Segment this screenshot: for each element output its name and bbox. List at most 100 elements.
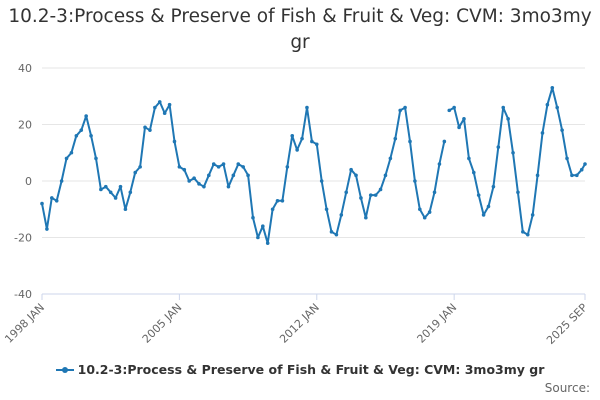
- data-point[interactable]: [329, 230, 334, 234]
- data-point[interactable]: [373, 193, 378, 197]
- data-point[interactable]: [54, 198, 59, 203]
- data-point[interactable]: [408, 139, 412, 144]
- data-point[interactable]: [211, 162, 216, 166]
- data-point[interactable]: [506, 117, 510, 121]
- data-point[interactable]: [99, 187, 103, 192]
- data-point[interactable]: [295, 148, 299, 152]
- legend[interactable]: 10.2-3:Process & Preserve of Fish & Frui…: [0, 362, 600, 379]
- data-point[interactable]: [447, 108, 452, 113]
- data-point[interactable]: [59, 179, 64, 183]
- data-point[interactable]: [525, 232, 530, 237]
- data-point[interactable]: [50, 196, 54, 200]
- data-point[interactable]: [383, 173, 388, 178]
- data-point[interactable]: [103, 184, 108, 189]
- data-point[interactable]: [113, 196, 118, 200]
- data-point[interactable]: [108, 190, 113, 195]
- data-point[interactable]: [413, 179, 417, 183]
- data-point[interactable]: [182, 167, 187, 172]
- data-point[interactable]: [69, 150, 74, 155]
- data-point[interactable]: [251, 215, 255, 220]
- data-point[interactable]: [246, 173, 250, 178]
- data-point[interactable]: [187, 179, 191, 183]
- data-point[interactable]: [344, 190, 349, 195]
- data-point[interactable]: [79, 128, 84, 132]
- data-point[interactable]: [177, 165, 182, 169]
- data-point[interactable]: [570, 173, 574, 178]
- data-point[interactable]: [143, 125, 147, 130]
- data-point[interactable]: [270, 207, 275, 212]
- data-point[interactable]: [496, 145, 501, 149]
- data-point[interactable]: [197, 182, 201, 186]
- data-point[interactable]: [324, 207, 329, 212]
- data-point[interactable]: [462, 117, 466, 121]
- data-point[interactable]: [74, 134, 79, 138]
- data-point[interactable]: [148, 128, 152, 132]
- data-point[interactable]: [521, 230, 525, 234]
- data-point[interactable]: [221, 162, 226, 166]
- data-point[interactable]: [133, 170, 138, 175]
- data-point[interactable]: [40, 201, 44, 206]
- data-point[interactable]: [422, 215, 427, 220]
- data-point[interactable]: [45, 227, 49, 231]
- data-point[interactable]: [354, 173, 358, 178]
- data-point[interactable]: [305, 105, 309, 110]
- data-point[interactable]: [545, 102, 550, 107]
- data-point[interactable]: [138, 165, 142, 169]
- data-point[interactable]: [481, 213, 486, 217]
- data-point[interactable]: [275, 198, 280, 203]
- data-point[interactable]: [393, 136, 398, 141]
- data-point[interactable]: [575, 173, 579, 178]
- data-point[interactable]: [265, 241, 270, 245]
- data-point[interactable]: [501, 105, 506, 110]
- data-point[interactable]: [471, 170, 476, 175]
- data-point[interactable]: [172, 139, 177, 144]
- data-point[interactable]: [457, 125, 461, 130]
- data-point[interactable]: [256, 235, 260, 240]
- data-point[interactable]: [192, 176, 196, 180]
- data-point[interactable]: [94, 156, 98, 161]
- data-point[interactable]: [452, 105, 456, 110]
- data-point[interactable]: [579, 167, 584, 172]
- data-point[interactable]: [516, 190, 520, 195]
- data-point[interactable]: [339, 213, 344, 217]
- data-point[interactable]: [368, 193, 373, 197]
- data-point[interactable]: [128, 190, 133, 195]
- data-point[interactable]: [226, 184, 231, 189]
- data-point[interactable]: [310, 139, 314, 144]
- data-point[interactable]: [364, 215, 368, 220]
- data-point[interactable]: [162, 111, 167, 115]
- data-point[interactable]: [550, 85, 555, 90]
- data-point[interactable]: [167, 102, 172, 107]
- data-point[interactable]: [241, 165, 245, 169]
- data-point[interactable]: [491, 184, 496, 189]
- data-point[interactable]: [300, 136, 304, 141]
- data-point[interactable]: [388, 156, 393, 161]
- data-point[interactable]: [555, 105, 559, 110]
- data-point[interactable]: [123, 207, 128, 212]
- data-point[interactable]: [359, 196, 363, 200]
- data-point[interactable]: [530, 213, 535, 217]
- data-point[interactable]: [334, 232, 339, 237]
- data-point[interactable]: [64, 156, 69, 161]
- data-point[interactable]: [418, 207, 422, 212]
- data-point[interactable]: [535, 173, 540, 178]
- data-point[interactable]: [540, 131, 545, 135]
- data-point[interactable]: [398, 108, 402, 113]
- data-point[interactable]: [207, 173, 211, 178]
- data-point[interactable]: [89, 134, 93, 138]
- data-point[interactable]: [231, 173, 236, 178]
- data-point[interactable]: [486, 204, 491, 209]
- data-point[interactable]: [437, 162, 442, 166]
- data-point[interactable]: [467, 156, 471, 161]
- data-point[interactable]: [511, 150, 515, 155]
- data-point[interactable]: [216, 165, 221, 169]
- data-point[interactable]: [583, 162, 587, 166]
- data-point[interactable]: [118, 184, 123, 189]
- data-point[interactable]: [565, 156, 569, 161]
- data-point[interactable]: [157, 100, 162, 104]
- data-point[interactable]: [260, 224, 265, 228]
- data-point[interactable]: [403, 105, 407, 110]
- data-point[interactable]: [280, 198, 285, 203]
- data-point[interactable]: [285, 165, 290, 169]
- data-point[interactable]: [314, 142, 319, 147]
